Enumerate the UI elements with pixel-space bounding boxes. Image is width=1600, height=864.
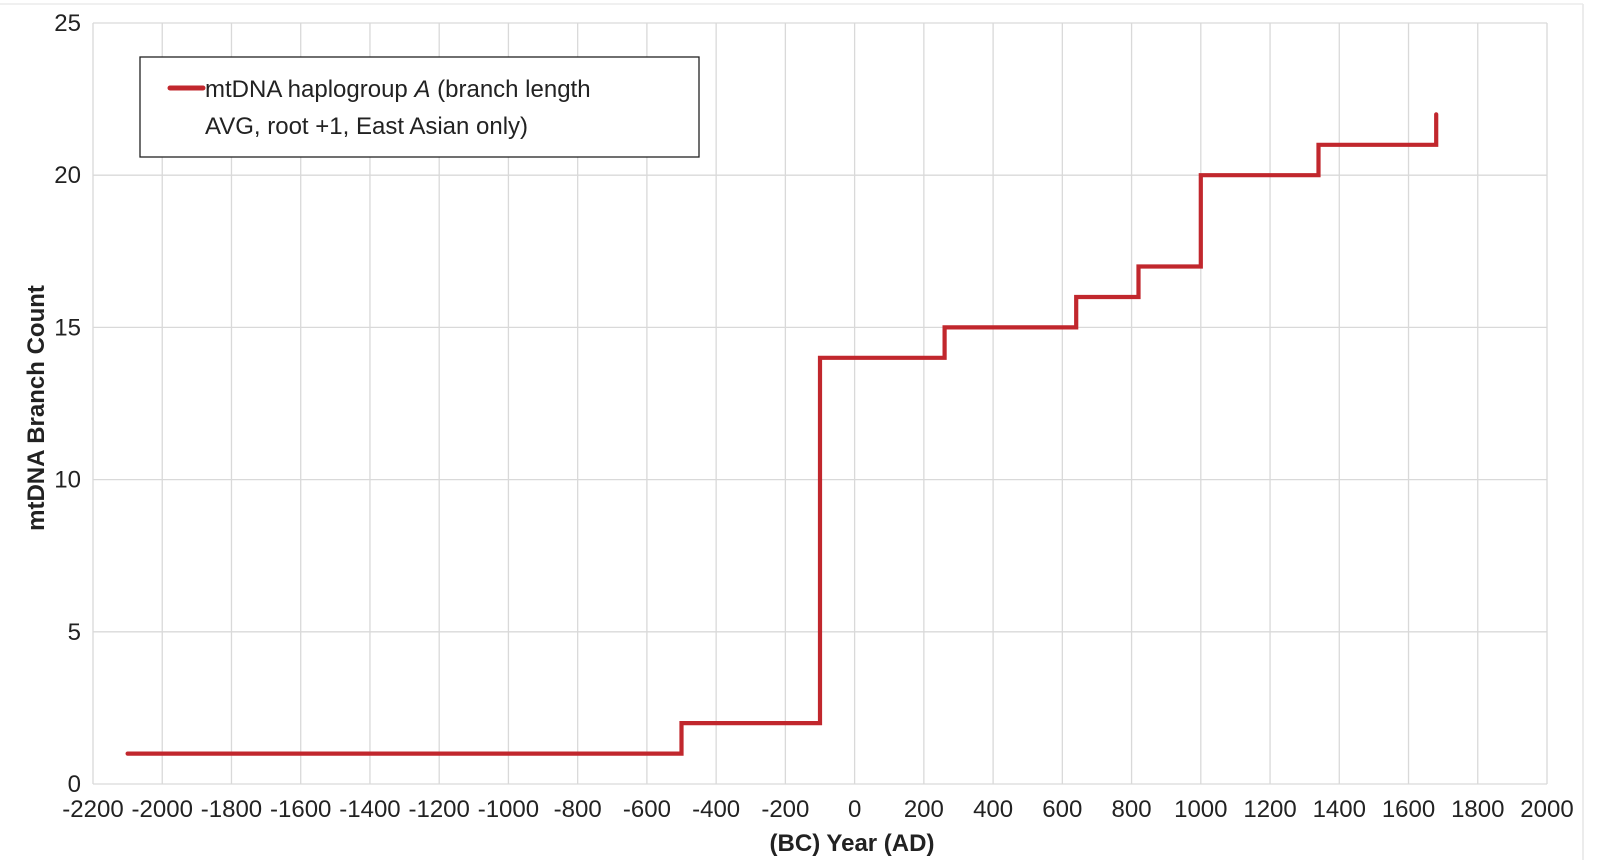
x-tick-label: 0 xyxy=(848,796,861,823)
x-tick-label: -1800 xyxy=(201,796,262,823)
x-tick-label: 200 xyxy=(904,796,944,823)
x-tick-label: -1600 xyxy=(270,796,331,823)
x-tick-label: -1200 xyxy=(408,796,469,823)
x-tick-label: 1200 xyxy=(1243,796,1296,823)
x-tick-label: 800 xyxy=(1112,796,1152,823)
x-tick-label: -1000 xyxy=(478,796,539,823)
y-axis-title: mtDNA Branch Count xyxy=(23,285,50,531)
legend-label-line2: AVG, root +1, East Asian only) xyxy=(205,113,528,140)
y-tick-label: 15 xyxy=(54,314,81,341)
x-tick-label: 600 xyxy=(1042,796,1082,823)
x-tick-label: 2000 xyxy=(1520,796,1573,823)
x-tick-label: -2000 xyxy=(132,796,193,823)
x-tick-label: 1400 xyxy=(1313,796,1366,823)
x-tick-label: 1800 xyxy=(1451,796,1504,823)
y-tick-label: 25 xyxy=(54,10,81,37)
legend-label-part-1: mtDNA haplogroup xyxy=(205,76,414,103)
x-tick-label: -800 xyxy=(554,796,602,823)
x-tick-label: -400 xyxy=(692,796,740,823)
legend-label-part-2: A xyxy=(412,76,430,103)
x-tick-label: 1000 xyxy=(1174,796,1227,823)
y-tick-label: 0 xyxy=(68,771,81,798)
y-tick-label: 20 xyxy=(54,162,81,189)
x-tick-label: -200 xyxy=(761,796,809,823)
legend: mtDNA haplogroup A (branch length AVG, r… xyxy=(139,56,700,158)
y-tick-label: 5 xyxy=(68,619,81,646)
x-tick-label: -2200 xyxy=(62,796,123,823)
axes: -2200 -2000 -1800 -1600 -1400 -1200 -1000 -800-… xyxy=(54,10,1573,823)
legend-label-line1: mtDNA haplogroup A (branch length xyxy=(205,76,591,103)
y-tick-label: 10 xyxy=(54,467,81,494)
x-tick-label: -1400 xyxy=(339,796,400,823)
legend-label-part-3: (branch length xyxy=(430,76,590,103)
series-line xyxy=(125,112,1439,756)
x-tick-label: 400 xyxy=(973,796,1013,823)
series-layer xyxy=(125,112,1439,756)
x-tick-label: -600 xyxy=(623,796,671,823)
x-tick-label: 1600 xyxy=(1382,796,1435,823)
legend-box xyxy=(139,56,700,158)
x-axis-title: (BC) Year (AD) xyxy=(770,830,935,857)
